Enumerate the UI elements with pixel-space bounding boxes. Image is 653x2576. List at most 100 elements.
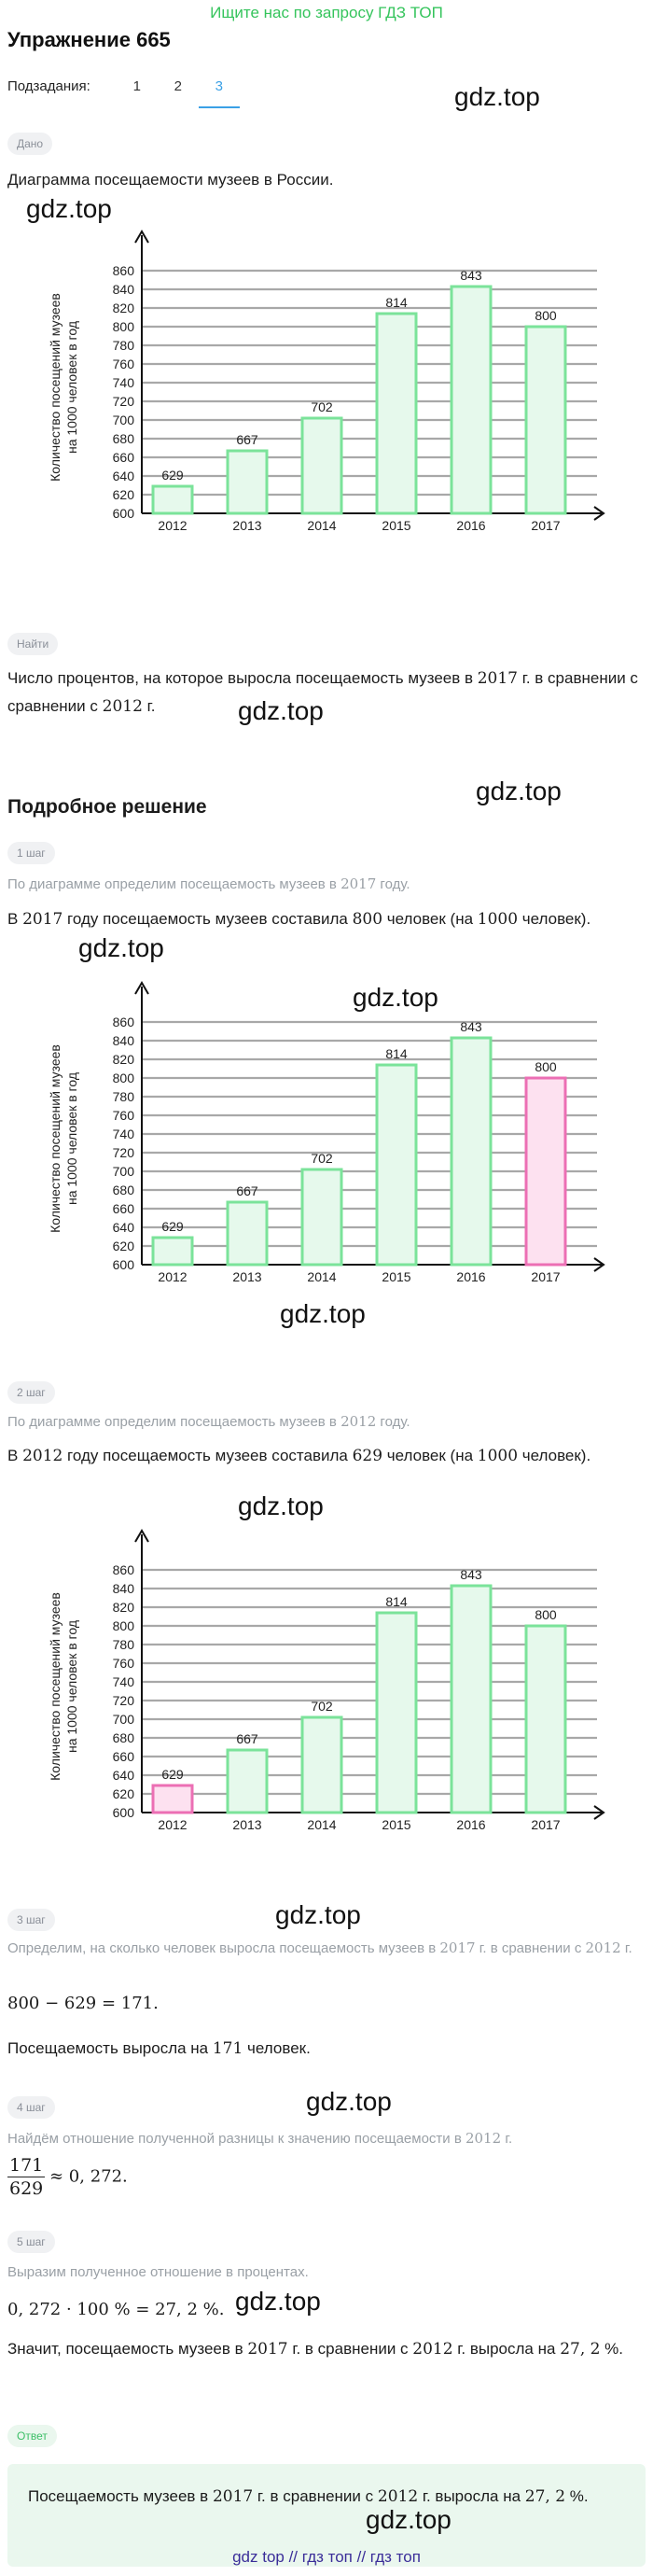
step2-result: В 2012 году посещаемость музеев составил… — [7, 1447, 591, 1465]
subtasks-label: Подзадания: — [7, 78, 90, 94]
y-tick-label: 620 — [113, 487, 135, 502]
bar — [450, 1584, 493, 1814]
y-tick-label: 800 — [113, 319, 135, 334]
y-tick-label: 820 — [113, 1052, 135, 1067]
y-tick-label: 860 — [113, 263, 135, 278]
x-tick-label: 2012 — [158, 518, 187, 532]
watermark: gdz.top — [476, 777, 562, 805]
page-title: Упражнение 665 — [7, 28, 171, 51]
step3-hint: Определим, на сколько человек выросла по… — [7, 1939, 632, 1956]
y-tick-label: 720 — [113, 1693, 135, 1708]
y-tick-label: 860 — [113, 1562, 135, 1577]
data-label: 629 — [161, 468, 184, 483]
data-label: 702 — [311, 1151, 333, 1166]
x-tick-label: 2012 — [158, 1817, 187, 1831]
data-label: 843 — [460, 268, 482, 283]
y-tick-label: 620 — [113, 1239, 135, 1253]
bar — [524, 1624, 567, 1814]
y-tick-label: 800 — [113, 1071, 135, 1085]
x-tick-label: 2017 — [531, 1269, 560, 1283]
bar — [151, 484, 194, 515]
x-tick-label: 2016 — [456, 518, 485, 532]
y-tick-label: 700 — [113, 413, 135, 427]
y-tick-label: 680 — [113, 1183, 135, 1197]
step4-fraction: 171 629 — [7, 2155, 46, 2199]
footer-links[interactable]: gdz top // гдз топ // гдз топ — [232, 2548, 421, 2566]
bar — [300, 1715, 343, 1814]
step2-badge: 2 шаг — [7, 1381, 55, 1404]
solution-title: Подробное решение — [7, 796, 207, 818]
chart-step2: 600 620 640 660 680 700 720 740 760 780 800 820 840 8… — [48, 1529, 605, 1831]
watermark: gdz.top — [235, 2287, 321, 2316]
y-tick-label: 840 — [113, 282, 135, 297]
step5-equation: 0, 272 · 100 % = 27, 2 %. — [7, 2300, 225, 2319]
chart-given: 600 620 640 660 680 700 720 740 760 780 800 820 840 8… — [48, 230, 605, 532]
x-axis-arrow — [593, 1805, 605, 1820]
step1-hint: По диаграмме определим посещаемость музе… — [7, 875, 410, 892]
data-label: 800 — [535, 308, 557, 323]
given-text: Диаграмма посещаемости музеев в России. — [7, 171, 334, 189]
y-axis-arrow — [134, 230, 149, 244]
bar — [375, 1063, 418, 1267]
y-tick-label: 760 — [113, 1656, 135, 1671]
x-tick-label: 2015 — [382, 1269, 410, 1283]
y-tick-label: 740 — [113, 375, 135, 390]
bar — [226, 1748, 269, 1814]
bar — [300, 1168, 343, 1267]
watermark: gdz.top — [26, 194, 112, 223]
promo-banner[interactable]: Ищите нас по запросу ГДЗ ТОП — [210, 4, 443, 21]
data-label: 629 — [161, 1767, 184, 1782]
data-label: 629 — [161, 1219, 184, 1234]
y-axis-label: Количество посещений музеев на 1000 челов… — [48, 1592, 79, 1781]
data-label: 667 — [236, 1731, 258, 1746]
bar — [524, 325, 567, 515]
y-tick-label: 600 — [113, 1257, 135, 1272]
watermark: gdz.top — [280, 1299, 366, 1328]
subtasks-nav: Подзадания: 1 2 3 — [7, 71, 240, 108]
y-tick-label: 620 — [113, 1786, 135, 1801]
tab-subtask-3[interactable]: 3 — [198, 71, 240, 108]
x-tick-label: 2013 — [232, 1269, 261, 1283]
tab-subtask-2[interactable]: 2 — [174, 78, 182, 94]
watermark: gdz.top — [78, 933, 164, 962]
bar — [226, 449, 269, 515]
y-tick-label: 740 — [113, 1674, 135, 1689]
given-badge: Дано — [7, 133, 53, 155]
chart-step1: 600 620 640 660 680 700 720 740 760 780 800 820 840 8… — [48, 981, 605, 1283]
data-label: 702 — [311, 399, 333, 414]
y-tick-label: 860 — [113, 1015, 135, 1029]
answer-text: Посещаемость музеев в 2017 г. в сравнени… — [28, 2487, 589, 2506]
step3-result: Посещаемость выросла на 171 человек. — [7, 2039, 311, 2058]
bar — [450, 1036, 493, 1267]
x-tick-label: 2015 — [382, 1817, 410, 1831]
y-axis-label: Количество посещений музеев на 1000 челов… — [48, 293, 79, 482]
step3-badge: 3 шаг — [7, 1909, 55, 1931]
data-label: 800 — [535, 1607, 557, 1622]
data-label: 814 — [385, 295, 408, 310]
y-tick-label: 820 — [113, 301, 135, 315]
y-tick-label: 800 — [113, 1618, 135, 1633]
y-tick-label: 760 — [113, 357, 135, 371]
bar — [300, 416, 343, 515]
bar — [375, 312, 418, 515]
y-tick-label: 660 — [113, 450, 135, 465]
bar — [226, 1200, 269, 1267]
bar — [450, 285, 493, 515]
step5-result: Значит, посещаемость музеев в 2017 г. в … — [7, 2340, 624, 2359]
watermark: gdz.top — [454, 82, 540, 111]
find-badge: Найти — [7, 633, 59, 655]
x-tick-label: 2014 — [307, 1269, 336, 1283]
tab-subtask-1[interactable]: 1 — [132, 78, 141, 94]
step4-hint: Найдём отношение полученной разницы к зн… — [7, 2130, 513, 2147]
x-tick-label: 2015 — [382, 518, 410, 532]
y-tick-label: 660 — [113, 1749, 135, 1764]
watermark: gdz.top — [238, 696, 324, 725]
y-tick-label: 600 — [113, 506, 135, 521]
y-tick-label: 760 — [113, 1108, 135, 1123]
watermark: gdz.top — [353, 983, 438, 1012]
watermark: gdz.top — [366, 2505, 452, 2534]
step1-result: В 2017 году посещаемость музеев составил… — [7, 910, 591, 929]
x-tick-label: 2017 — [531, 1817, 560, 1831]
y-tick-label: 780 — [113, 1089, 135, 1104]
data-label: 843 — [460, 1019, 482, 1034]
